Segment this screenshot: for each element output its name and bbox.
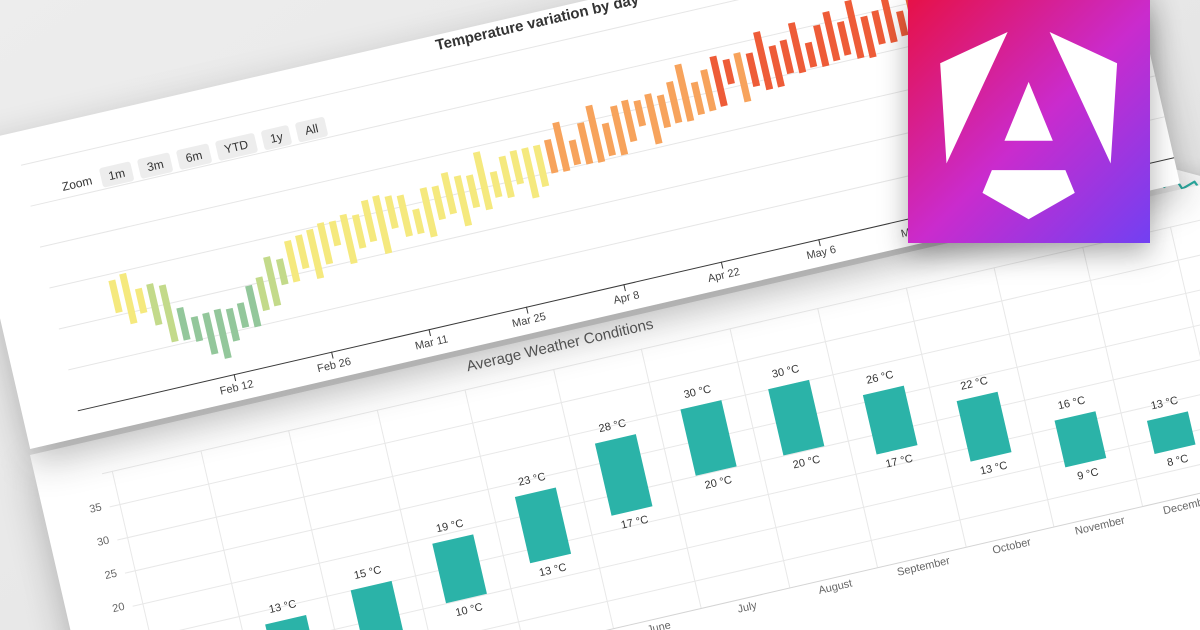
temp-low-label: 13 °C bbox=[978, 459, 1009, 478]
variation-bar bbox=[896, 10, 909, 37]
angular-a-icon bbox=[940, 32, 1118, 220]
variation-bar bbox=[804, 41, 818, 68]
variation-bar bbox=[412, 208, 425, 235]
variation-bar bbox=[158, 284, 179, 343]
x-axis-label: May 6 bbox=[805, 243, 838, 263]
x-axis-tick bbox=[331, 351, 334, 359]
x-axis-tick bbox=[233, 374, 237, 382]
x-axis-label: Feb 12 bbox=[218, 378, 255, 398]
y-axis-label: 20 bbox=[111, 600, 126, 616]
grid-line-v bbox=[552, 368, 614, 629]
temp-range-bar bbox=[679, 400, 737, 476]
y-axis-label: 30 bbox=[95, 534, 111, 549]
temp-high-label: 16 °C bbox=[1056, 394, 1087, 413]
x-axis-tick bbox=[525, 306, 529, 314]
temp-range-bar bbox=[1146, 411, 1196, 454]
temp-high-label: 30 °C bbox=[770, 362, 801, 381]
angular-logo bbox=[908, 0, 1150, 243]
temp-range-bar bbox=[265, 614, 317, 630]
temp-low-label: 13 °C bbox=[537, 560, 568, 579]
y-axis-label: 25 bbox=[103, 567, 119, 583]
range-button-3m[interactable]: 3m bbox=[137, 152, 174, 180]
variation-bar bbox=[396, 194, 413, 238]
variation-bar bbox=[190, 316, 204, 343]
temp-low-label: 20 °C bbox=[703, 473, 734, 492]
x-axis-label: Apr 8 bbox=[612, 289, 641, 307]
temp-range-bar bbox=[350, 580, 404, 630]
variation-bar bbox=[119, 273, 138, 324]
variation-bar bbox=[568, 139, 582, 166]
variation-bar bbox=[176, 306, 191, 341]
temp-high-label: 15 °C bbox=[352, 564, 383, 583]
x-axis-tick bbox=[428, 329, 432, 337]
temp-range-bar bbox=[432, 534, 487, 604]
y-axis-label: 35 bbox=[88, 501, 103, 516]
temp-high-label: 23 °C bbox=[517, 470, 547, 489]
x-axis-label: Apr 22 bbox=[706, 266, 742, 285]
temp-high-label: 13 °C bbox=[267, 597, 298, 616]
temp-high-label: 28 °C bbox=[597, 416, 628, 435]
temp-range-bar bbox=[1054, 411, 1106, 468]
x-axis-tick bbox=[623, 284, 626, 292]
grid-line-h bbox=[140, 348, 1200, 630]
x-axis-label: Feb 26 bbox=[316, 355, 353, 376]
temp-range-bar bbox=[768, 379, 825, 456]
temp-range-bar bbox=[594, 433, 653, 517]
temp-low-label: 17 °C bbox=[884, 453, 915, 471]
grid-line-v bbox=[817, 307, 879, 568]
variation-bar bbox=[633, 100, 647, 127]
temp-high-label: 30 °C bbox=[682, 383, 713, 402]
temp-range-bar bbox=[956, 392, 1012, 462]
temp-low-label: 10 °C bbox=[454, 601, 484, 620]
temp-low-label: 17 °C bbox=[619, 514, 650, 533]
grid-line-v bbox=[905, 287, 967, 547]
month-label: June bbox=[646, 619, 672, 630]
temp-low-label: 20 °C bbox=[791, 453, 822, 472]
x-axis-label: Mar 11 bbox=[413, 333, 450, 353]
variation-bar bbox=[236, 302, 250, 329]
range-button-ytd[interactable]: YTD bbox=[214, 132, 258, 162]
temp-high-label: 22 °C bbox=[959, 375, 990, 394]
zoom-label: Zoom bbox=[60, 173, 94, 194]
x-axis-tick bbox=[818, 239, 821, 247]
x-axis-label: Mar 25 bbox=[511, 310, 548, 331]
variation-bar bbox=[722, 59, 736, 86]
variation-bar bbox=[276, 258, 289, 285]
temp-range-bar bbox=[862, 385, 918, 456]
x-axis-tick bbox=[720, 261, 724, 269]
variation-bar bbox=[328, 220, 342, 247]
temp-high-label: 26 °C bbox=[865, 369, 895, 387]
range-button-6m[interactable]: 6m bbox=[175, 143, 213, 171]
